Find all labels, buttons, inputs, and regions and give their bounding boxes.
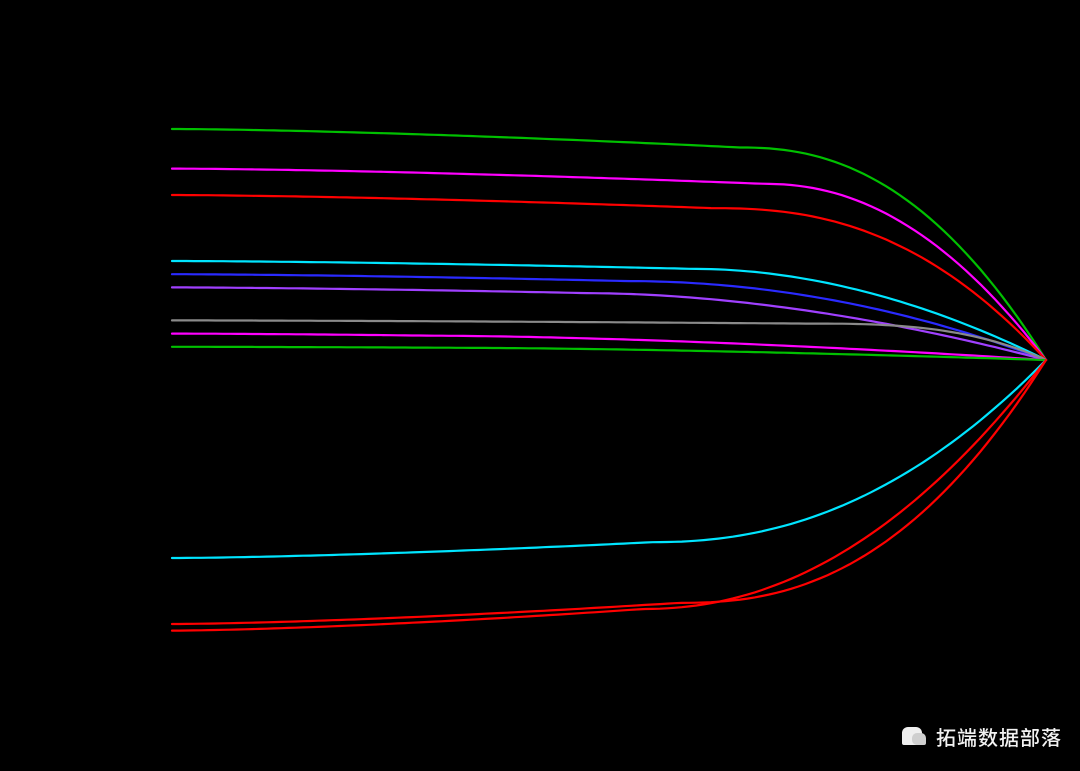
series-s10 <box>172 360 1046 558</box>
series-s7 <box>172 320 1046 360</box>
regularization-path-chart <box>0 0 1080 771</box>
series-s12 <box>172 360 1046 631</box>
series-s1 <box>172 129 1046 360</box>
series-s9 <box>172 347 1046 360</box>
series-s11 <box>172 360 1046 624</box>
